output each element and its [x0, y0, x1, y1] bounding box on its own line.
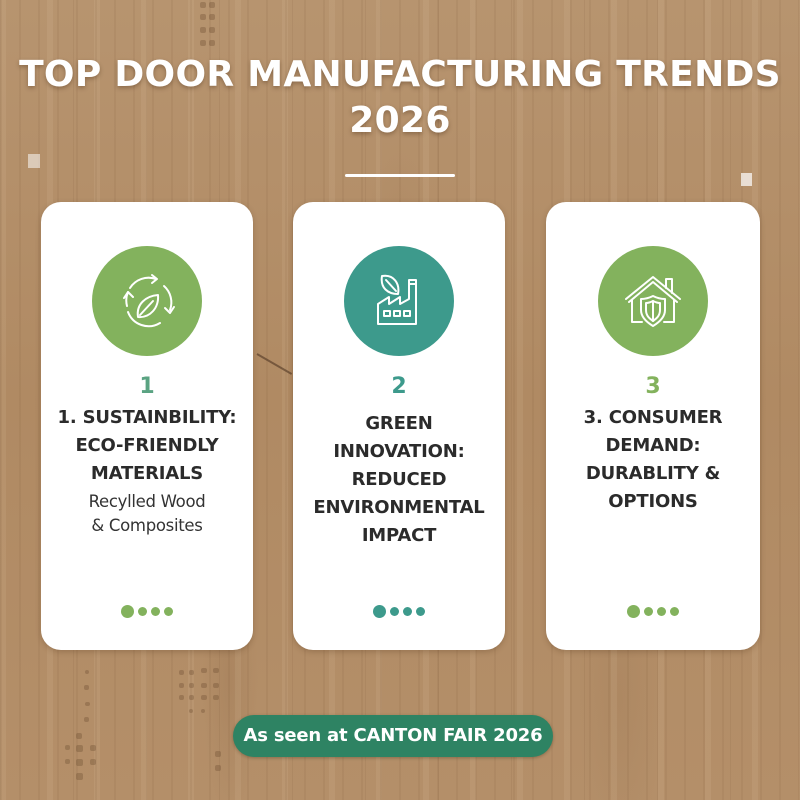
card-title-line: 3. CONSUMER: [583, 407, 723, 428]
card-title-line: INNOVATION:: [333, 441, 465, 462]
card-title-line: GREEN: [365, 413, 433, 434]
decorative-square-left: [28, 154, 40, 168]
title-divider: [345, 174, 455, 177]
pagination-dot[interactable]: [164, 607, 173, 616]
card-title-line: OPTIONS: [608, 491, 698, 512]
icon-circle: [344, 246, 454, 356]
pagination-dot[interactable]: [138, 607, 147, 616]
card-title-line: MATERIALS: [90, 463, 204, 484]
icon-circle: [598, 246, 708, 356]
card-number: 2: [391, 374, 407, 399]
canton-fair-badge: As seen at CANTON FAIR 2026: [233, 715, 553, 757]
card-title-line: DURABLITY &: [585, 463, 721, 484]
title-line-2: 2026: [349, 100, 451, 141]
card-subtitle-line: & Composites: [91, 516, 203, 535]
title-line-1: TOP DOOR MANUFACTURING TRENDS: [19, 54, 781, 95]
wood-grain-crack: [256, 353, 293, 375]
pagination-dots: [41, 605, 253, 618]
trend-card-1: 1 1. SUSTAINBILITY: ECO-FRIENDLY MATERIA…: [41, 202, 253, 650]
pagination-dot[interactable]: [644, 607, 653, 616]
pagination-dot-active[interactable]: [121, 605, 134, 618]
pagination-dot[interactable]: [151, 607, 160, 616]
card-title-line: ENVIRONMENTAL: [313, 497, 485, 518]
pagination-dot-active[interactable]: [373, 605, 386, 618]
trend-card-3: 3 3. CONSUMER DEMAND: DURABLITY & OPTION…: [546, 202, 760, 650]
icon-circle: [92, 246, 202, 356]
pagination-dot-active[interactable]: [627, 605, 640, 618]
pagination-dot[interactable]: [416, 607, 425, 616]
pagination-dots: [546, 605, 760, 618]
card-title-line: DEMAND:: [605, 435, 701, 456]
factory-leaf-icon: [377, 274, 417, 325]
pagination-dot[interactable]: [670, 607, 679, 616]
page-title: TOP DOOR MANUFACTURING TRENDS 2026: [0, 52, 800, 144]
house-shield-icon: [625, 276, 681, 327]
trend-card-2: 2 GREEN INNOVATION: REDUCED ENVIRONMENTA…: [293, 202, 505, 650]
card-title-line: IMPACT: [361, 525, 437, 546]
pagination-dot[interactable]: [403, 607, 412, 616]
card-title-line: 1. SUSTAINBILITY:: [57, 407, 237, 428]
card-title: 3. CONSUMER DEMAND: DURABLITY & OPTIONS: [552, 404, 754, 516]
pagination-dot[interactable]: [390, 607, 399, 616]
card-title-line: ECO-FRIENDLY: [75, 435, 219, 456]
recycle-leaf-icon: [123, 274, 175, 328]
card-number: 3: [645, 374, 661, 399]
card-subtitle-line: Recylled Wood: [88, 492, 206, 511]
pagination-dot[interactable]: [657, 607, 666, 616]
decorative-square-right: [741, 173, 752, 186]
card-title: GREEN INNOVATION: REDUCED ENVIRONMENTAL …: [299, 410, 499, 550]
card-number: 1: [139, 374, 155, 399]
card-title: 1. SUSTAINBILITY: ECO-FRIENDLY MATERIALS…: [47, 404, 247, 538]
card-title-line: REDUCED: [351, 469, 447, 490]
pagination-dots: [293, 605, 505, 618]
